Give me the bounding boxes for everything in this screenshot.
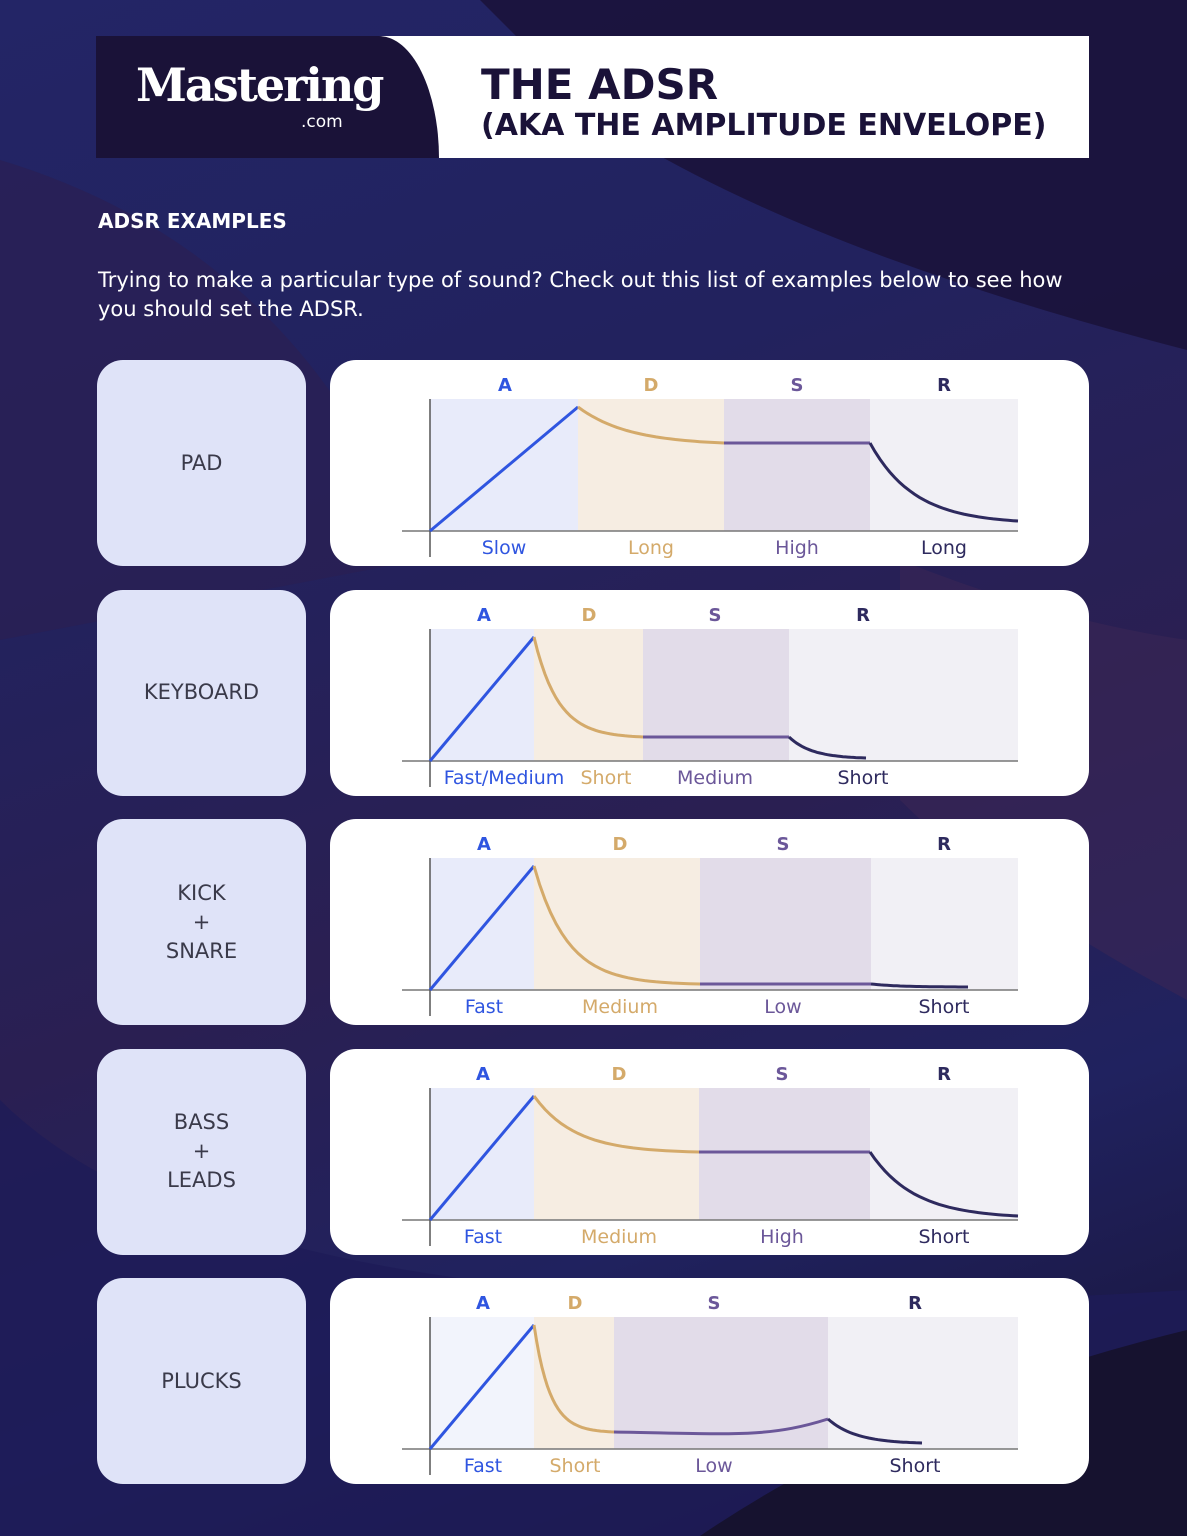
release-letter: R (856, 605, 870, 626)
release-value: Long (921, 537, 967, 559)
sustain-band (699, 1087, 870, 1220)
decay-value: Short (550, 1455, 601, 1477)
attack-value: Fast (464, 1226, 502, 1248)
decay-curve (532, 636, 644, 738)
decay-letter: D (612, 1064, 627, 1085)
attack-value: Fast/Medium (444, 767, 565, 789)
attack-value: Slow (482, 537, 527, 559)
sustain-letter: S (776, 1064, 789, 1085)
envelope-card: A Fast/Medium D Short S Medium R Short (330, 589, 1089, 796)
decay-curve (532, 1094, 700, 1153)
section-title: ADSR EXAMPLES (98, 209, 287, 233)
sustain-value: Low (764, 996, 801, 1018)
decay-curve (532, 1324, 615, 1434)
attack-curve (429, 405, 579, 533)
release-curve (788, 735, 867, 759)
attack-letter: A (476, 1293, 490, 1314)
sustain-letter: S (709, 605, 722, 626)
release-value: Short (919, 996, 970, 1018)
example-label: KEYBOARD (97, 589, 306, 796)
release-value: Short (838, 767, 889, 789)
header-banner: Mastering .com THE ADSR (AKA THE AMPLITU… (96, 36, 1089, 158)
release-letter: R (937, 1064, 951, 1085)
attack-value: Fast (465, 996, 503, 1018)
release-curve (868, 1150, 1019, 1217)
envelope-card: A Fast D Medium S High R Short (330, 1048, 1089, 1255)
decay-letter: D (613, 834, 628, 855)
sustain-value: Medium (677, 767, 753, 789)
release-curve (870, 982, 968, 989)
sustain-value: High (760, 1226, 804, 1248)
attack-value: Fast (464, 1455, 502, 1477)
envelope-diagram: A Fast D Short S Low R Short (402, 1293, 1018, 1477)
envelope-diagram: A Fast/Medium D Short S Medium R Short (402, 605, 1018, 789)
page-title: THE ADSR (481, 60, 719, 109)
envelope-diagram: A Fast D Medium S Low R Short (402, 834, 1018, 1018)
sustain-band (700, 858, 871, 990)
sustain-letter: S (777, 834, 790, 855)
example-label: BASS + LEADS (97, 1048, 306, 1255)
release-band (870, 1087, 1018, 1220)
decay-letter: D (582, 605, 597, 626)
sustain-curve (613, 1417, 829, 1436)
decay-curve (532, 865, 701, 986)
decay-band (534, 858, 700, 990)
release-band (870, 399, 1018, 531)
release-curve (827, 1417, 923, 1445)
release-letter: R (937, 375, 951, 396)
release-band (871, 858, 1018, 990)
sustain-band (643, 628, 789, 761)
decay-value: Medium (581, 1226, 657, 1248)
envelope-diagram: A Slow D Long S High R Long (402, 375, 1019, 559)
example-label: PLUCKS (97, 1278, 306, 1484)
example-label: PAD (97, 360, 306, 566)
release-curve (868, 442, 1019, 523)
decay-letter: D (644, 375, 659, 396)
envelope-card: A Fast D Medium S Low R Short (330, 819, 1089, 1025)
logo: Mastering .com (96, 36, 439, 158)
release-value: Short (919, 1226, 970, 1248)
decay-curve (577, 405, 725, 445)
envelope-diagram: A Fast D Medium S High R Short (402, 1064, 1019, 1248)
sustain-letter: S (708, 1293, 721, 1314)
sustain-value: High (775, 537, 819, 559)
envelope-card: A Fast D Short S Low R Short (330, 1278, 1089, 1484)
attack-curve (428, 1324, 536, 1450)
sustain-band (614, 1317, 828, 1449)
release-band (828, 1317, 1018, 1449)
attack-letter: A (476, 1064, 490, 1085)
sustain-band (724, 399, 870, 531)
attack-letter: A (477, 834, 491, 855)
decay-value: Medium (582, 996, 658, 1018)
attack-letter: A (477, 605, 491, 626)
release-letter: R (908, 1293, 922, 1314)
release-value: Short (890, 1455, 941, 1477)
sustain-letter: S (791, 375, 804, 396)
page-subtitle: (AKA THE AMPLITUDE ENVELOPE) (481, 108, 1047, 143)
release-band (789, 628, 1018, 761)
attack-curve (428, 1094, 536, 1221)
decay-value: Long (628, 537, 674, 559)
logo-text: Mastering (136, 58, 384, 112)
decay-letter: D (568, 1293, 583, 1314)
attack-curve (428, 635, 536, 762)
decay-band (534, 1087, 699, 1220)
logo-suffix: .com (301, 112, 343, 132)
intro-text: Trying to make a particular type of soun… (98, 268, 1063, 321)
sustain-value: Low (695, 1455, 732, 1477)
attack-curve (428, 865, 536, 991)
decay-value: Short (581, 767, 632, 789)
decay-band (534, 628, 643, 761)
release-letter: R (937, 834, 951, 855)
attack-letter: A (498, 375, 512, 396)
envelope-card: A Slow D Long S High R Long (330, 360, 1089, 566)
example-label: KICK + SNARE (97, 819, 306, 1025)
